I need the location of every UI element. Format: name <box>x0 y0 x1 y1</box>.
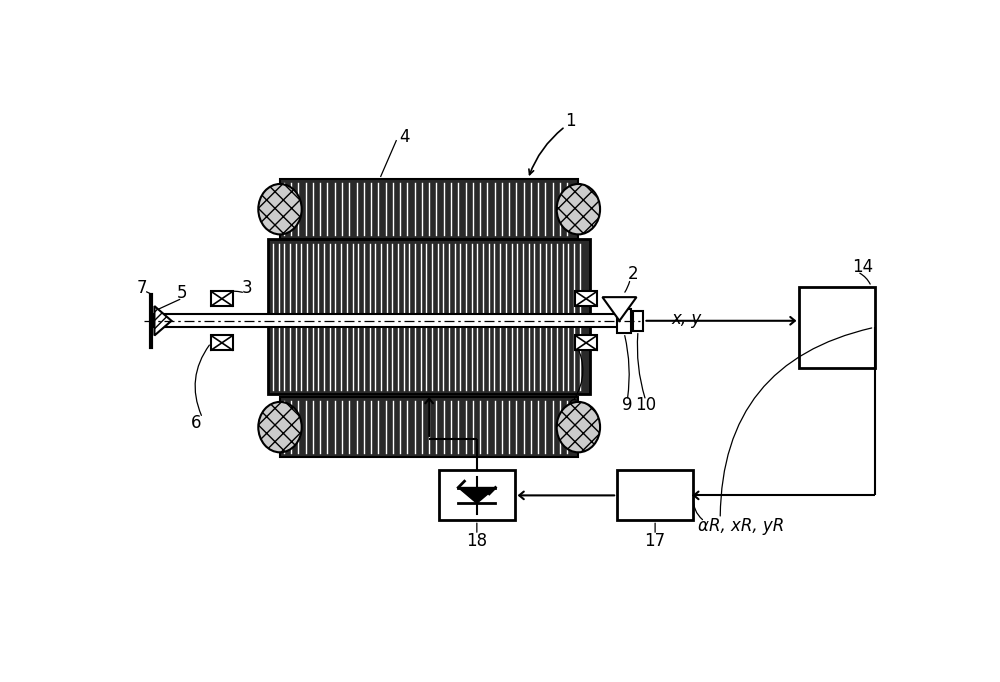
Text: 1: 1 <box>565 113 576 130</box>
Polygon shape <box>602 297 637 321</box>
Bar <box>799 286 875 368</box>
Text: 5: 5 <box>177 284 188 303</box>
Text: x, y: x, y <box>671 310 702 328</box>
Text: 2: 2 <box>627 265 638 282</box>
Bar <box>211 336 233 350</box>
Bar <box>280 179 578 239</box>
Bar <box>617 471 693 520</box>
Text: 18: 18 <box>466 533 487 550</box>
Bar <box>154 314 625 327</box>
Bar <box>575 291 597 306</box>
Bar <box>439 471 515 520</box>
Text: 6: 6 <box>568 398 578 417</box>
Bar <box>633 311 643 331</box>
Ellipse shape <box>258 402 302 452</box>
Text: 7: 7 <box>137 279 147 297</box>
Bar <box>280 397 578 458</box>
Text: αR, xR, yR: αR, xR, yR <box>698 516 785 535</box>
Text: 14: 14 <box>852 258 873 276</box>
Polygon shape <box>458 488 495 503</box>
Polygon shape <box>154 306 172 336</box>
Text: 17: 17 <box>645 533 666 550</box>
Text: 6: 6 <box>191 414 202 432</box>
Text: 10: 10 <box>635 396 656 414</box>
Bar <box>575 336 597 350</box>
Ellipse shape <box>557 184 600 235</box>
Bar <box>617 309 631 333</box>
Ellipse shape <box>557 402 600 452</box>
Text: 4: 4 <box>399 128 409 146</box>
Text: 3: 3 <box>242 279 253 297</box>
Text: 9: 9 <box>622 396 632 414</box>
Bar <box>268 239 590 394</box>
Ellipse shape <box>258 184 302 235</box>
Bar <box>211 291 233 306</box>
